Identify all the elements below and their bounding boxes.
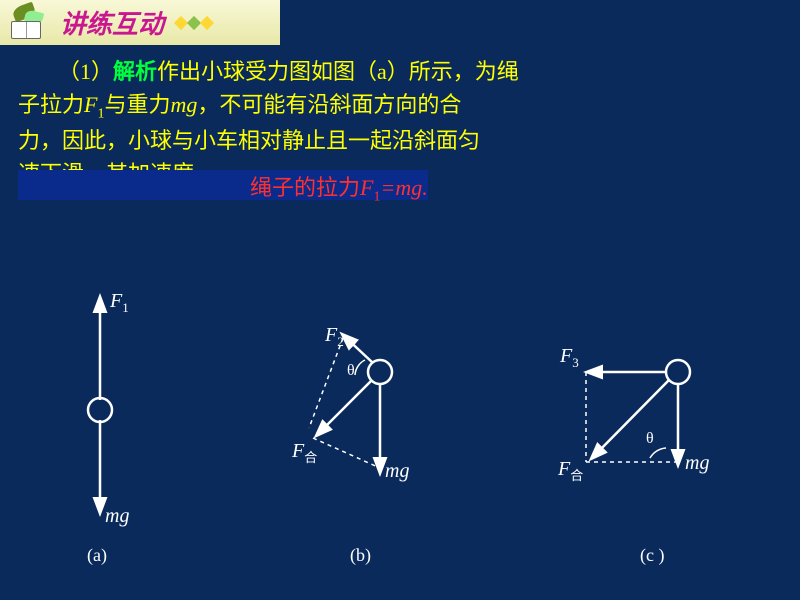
text: 作出小球受力图如图（a）所示，为绳 <box>157 59 519 84</box>
diagram-a: F1 mg (a) <box>75 290 225 540</box>
theta-label: θ <box>347 362 355 380</box>
text-line: 力，因此，小球与小车相对静止且一起沿斜面匀 <box>18 124 782 157</box>
highlight-formula: 绳子的拉力F1=mg. <box>250 170 428 205</box>
header-banner: 讲练互动 <box>0 0 280 45</box>
equation: =mg. <box>380 175 427 200</box>
caption-b: (b) <box>350 545 371 566</box>
diagrams-container: F1 mg (a) F2 θ F合 mg (b) <box>0 290 800 560</box>
prefix: （1） <box>58 59 113 84</box>
text: 绳子的拉力 <box>250 175 360 200</box>
mg-label: mg <box>385 460 409 483</box>
jiexi-label: 解析 <box>113 59 157 84</box>
diamond-decoration <box>176 18 212 28</box>
text-line: （1）解析作出小球受力图如图（a）所示，为绳 <box>18 55 782 88</box>
force-symbol: F <box>360 175 373 200</box>
force-label: F2 <box>325 324 344 350</box>
force-label: F1 <box>110 290 129 316</box>
book-shape <box>11 21 41 39</box>
text-line: 子拉力F1与重力mg，不可能有沿斜面方向的合 <box>18 88 782 124</box>
book-leaf-icon <box>5 3 50 43</box>
diamond-icon <box>200 15 214 29</box>
force-diagram-c-svg <box>560 330 740 500</box>
theta-label: θ <box>646 430 654 448</box>
caption-a: (a) <box>87 545 107 566</box>
force-diagram-a-svg <box>75 290 155 530</box>
fhe-label: F合 <box>558 458 583 484</box>
text: ，不可能有沿斜面方向的合 <box>197 92 461 117</box>
force-symbol: F <box>84 92 97 117</box>
header-title: 讲练互动 <box>60 4 164 41</box>
text: 与重力 <box>104 92 170 117</box>
diagram-b: F2 θ F合 mg (b) <box>295 330 475 540</box>
text: 子拉力 <box>18 92 84 117</box>
mg-symbol: mg <box>170 92 197 117</box>
diagram-c: F3 θ F合 mg (c ) <box>560 330 760 540</box>
force-diagram-b-svg <box>295 330 455 500</box>
mg-label: mg <box>685 452 709 475</box>
mg-label: mg <box>105 505 129 528</box>
force-label: F3 <box>560 345 579 371</box>
fhe-label: F合 <box>292 440 317 466</box>
caption-c: (c ) <box>640 545 664 566</box>
